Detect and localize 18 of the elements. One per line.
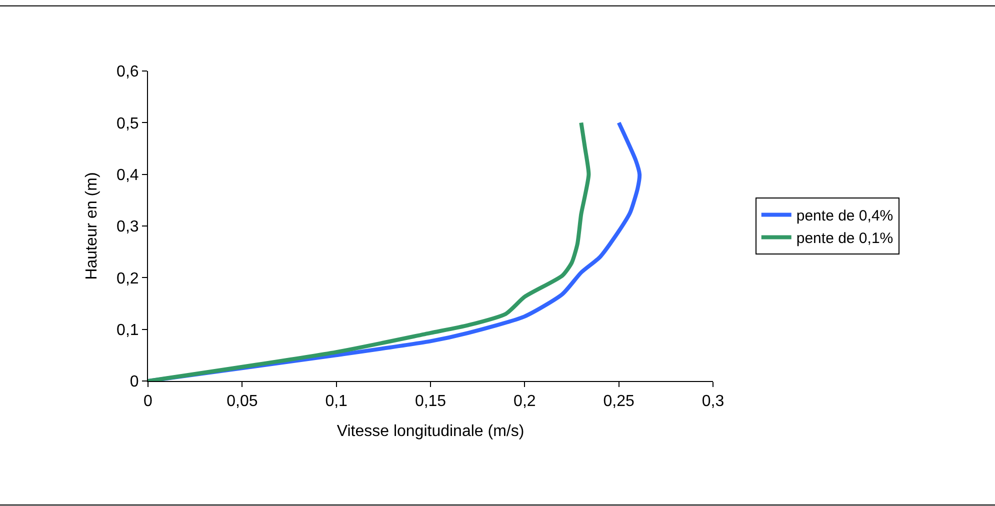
x-tick-label: 0,15 (414, 393, 446, 410)
y-tick-label: 0 (130, 374, 139, 391)
x-tick-label: 0,05 (226, 393, 258, 410)
x-tick-label: 0,25 (603, 393, 634, 410)
y-tick-label: 0,4 (116, 166, 139, 184)
x-tick-label: 0 (144, 393, 153, 410)
y-tick-label: 0,2 (116, 270, 139, 288)
x-tick-label: 0,2 (514, 393, 536, 410)
y-tick-label: 0,1 (116, 322, 139, 339)
y-tick-label: 0,5 (116, 115, 139, 132)
legend-label: pente de 0,4% (796, 208, 894, 225)
y-tick-label: 0,3 (116, 218, 139, 236)
x-tick-label: 0,1 (325, 393, 348, 410)
x-axis-title: Vitesse longitudinale (m/s) (336, 422, 524, 440)
x-tick-label: 0,3 (702, 393, 724, 410)
y-tick-label: 0,6 (116, 64, 139, 81)
legend-label: pente de 0,1% (796, 230, 894, 248)
y-axis-title: Hauteur en (m) (83, 172, 100, 280)
